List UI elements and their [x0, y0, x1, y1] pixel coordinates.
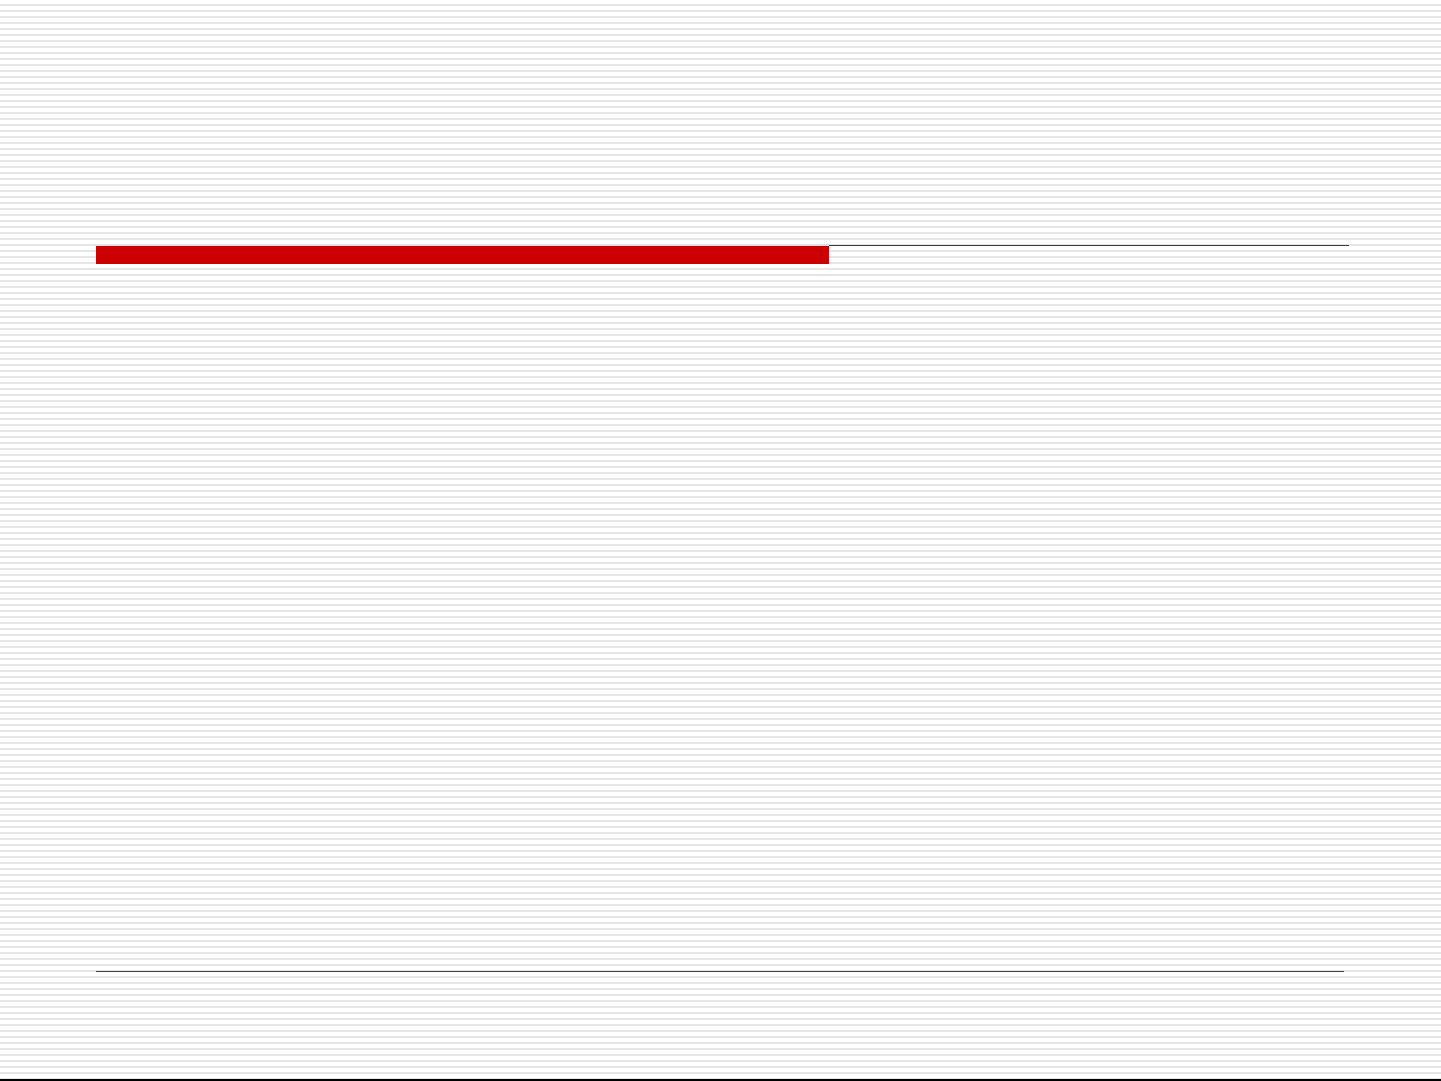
slide-bottom-edge — [0, 1079, 1441, 1081]
title-accent-line — [829, 245, 1349, 246]
footer-divider — [96, 971, 1344, 972]
title-accent-bar — [96, 246, 829, 264]
